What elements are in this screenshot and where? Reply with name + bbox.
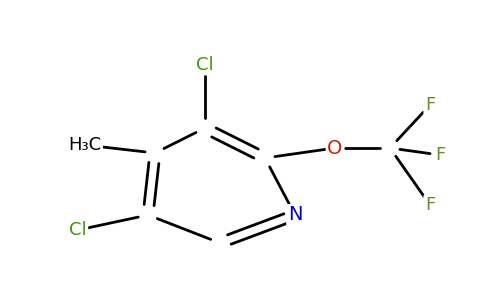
Text: Cl: Cl [196, 56, 214, 74]
Text: O: O [327, 139, 343, 158]
Text: Cl: Cl [69, 221, 87, 239]
Text: F: F [425, 96, 435, 114]
Text: F: F [435, 146, 445, 164]
Text: N: N [288, 206, 302, 224]
Text: F: F [425, 196, 435, 214]
Text: H₃C: H₃C [68, 136, 102, 154]
